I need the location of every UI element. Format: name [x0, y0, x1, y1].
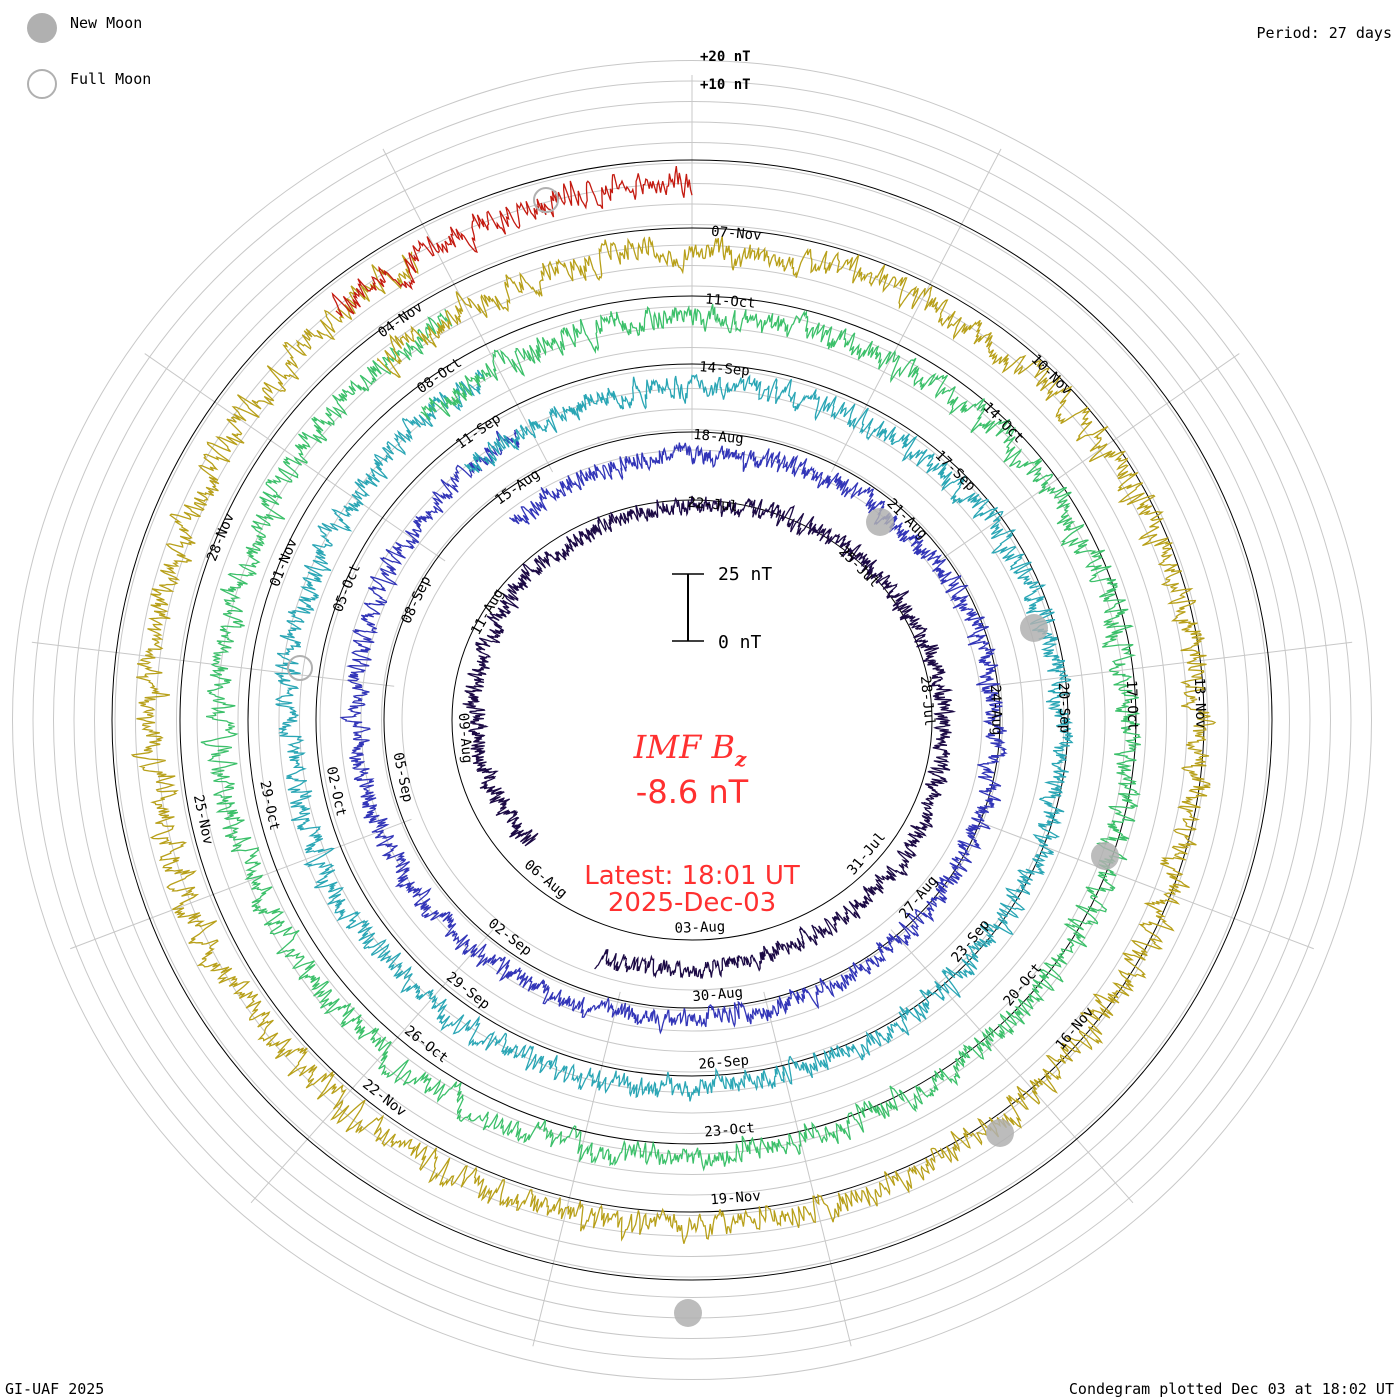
date-tick-label: 07-Nov	[710, 224, 762, 244]
grid-spoke	[989, 641, 1353, 687]
date-tick-label: 30-Aug	[692, 985, 744, 1005]
scale-bar: 25 nT 0 nT	[672, 564, 772, 653]
date-tick-label: 22-Jul	[687, 495, 739, 515]
grid-spoke	[250, 929, 494, 1204]
scale-label-10: +10 nT	[700, 77, 751, 93]
grid-spokes	[31, 75, 1353, 1347]
date-tick-label: 05-Oct	[330, 562, 364, 615]
full-moon-label: Full Moon	[70, 70, 152, 88]
ring-baseline	[247, 295, 1137, 1145]
grid-spoke	[890, 929, 1134, 1204]
latest-time: Latest: 18:01 UT	[584, 861, 800, 891]
period-label: Period: 27 days	[1256, 24, 1392, 42]
date-tick-label: 14-Oct	[980, 399, 1027, 446]
date-tick-label: 08-Sep	[399, 574, 435, 627]
date-tick-label: 26-Sep	[698, 1053, 750, 1073]
new-moon-marker	[674, 1299, 702, 1327]
credit-label: GI-UAF 2025	[5, 1380, 105, 1398]
date-tick-label: 29-Oct	[256, 779, 282, 832]
scale-label-20: +20 nT	[700, 49, 751, 65]
date-tick-label: 09-Aug	[455, 712, 475, 764]
trace-4	[200, 304, 1142, 1172]
grid-spoke	[532, 991, 621, 1347]
full-moon-marker	[287, 655, 313, 681]
new-moon-marker	[866, 508, 894, 536]
quantity-title: IMF Bz	[633, 728, 747, 771]
trace-6	[331, 166, 693, 317]
grid-spoke	[972, 818, 1314, 950]
new-moon-marker	[1020, 614, 1048, 642]
moon-markers	[287, 187, 1119, 1327]
current-value: -8.6 nT	[636, 773, 749, 811]
trace-1	[462, 495, 957, 980]
grid-ring	[401, 449, 983, 991]
date-tick-label: 25-Jul	[835, 544, 882, 591]
new-moon-label: New Moon	[70, 14, 143, 32]
plotted-label: Condegram plotted Dec 03 at 18:02 UT	[1068, 1380, 1394, 1398]
grid-spoke	[938, 353, 1240, 562]
scale-top-label: 25 nT	[718, 564, 772, 585]
date-tick-label: 18-Aug	[693, 427, 745, 447]
new-moon-marker	[986, 1119, 1014, 1147]
date-tick-label: 17-Oct	[1123, 680, 1141, 731]
date-tick-label: 25-Nov	[190, 793, 216, 846]
legend: New Moon Full Moon	[0, 0, 200, 110]
full-moon-icon	[27, 69, 57, 99]
date-tick-label: 28-Nov	[204, 511, 238, 564]
ring-baseline	[111, 159, 1273, 1281]
date-tick-label: 24-Aug	[987, 685, 1005, 736]
date-tick-label: 20-Sep	[1055, 682, 1073, 733]
ring-baseline	[383, 431, 1001, 1009]
date-tick-label: 01-Nov	[267, 536, 301, 589]
data-traces	[111, 159, 1273, 1281]
grid-spoke	[382, 148, 554, 473]
full-moon-marker	[533, 187, 559, 213]
date-tick-label: 11-Oct	[704, 291, 756, 311]
scale-bottom-label: 0 nT	[718, 632, 762, 653]
date-tick-label: 05-Sep	[389, 751, 415, 804]
grid-spoke	[70, 818, 412, 950]
date-tick-label: 19-Nov	[710, 1188, 762, 1208]
date-tick-label: 03-Aug	[674, 919, 725, 937]
latest-date: 2025-Dec-03	[608, 888, 776, 918]
trace-2	[339, 429, 1008, 1035]
date-tick-label: 23-Oct	[704, 1120, 756, 1140]
new-moon-marker	[1091, 842, 1119, 870]
grid-spoke	[763, 991, 852, 1347]
grid-ring	[340, 388, 1044, 1052]
date-tick-label: 15-Aug	[492, 466, 543, 508]
date-tick-label: 17-Sep	[931, 448, 978, 495]
grid-ring	[12, 60, 1372, 1380]
new-moon-icon	[27, 13, 57, 43]
date-tick-label: 06-Aug	[521, 857, 570, 902]
date-tick-label: 28-Jul	[917, 675, 937, 727]
date-tick-label: 13-Nov	[1191, 677, 1209, 728]
trace-3	[273, 369, 1074, 1102]
date-tick-label: 14-Sep	[699, 359, 751, 379]
